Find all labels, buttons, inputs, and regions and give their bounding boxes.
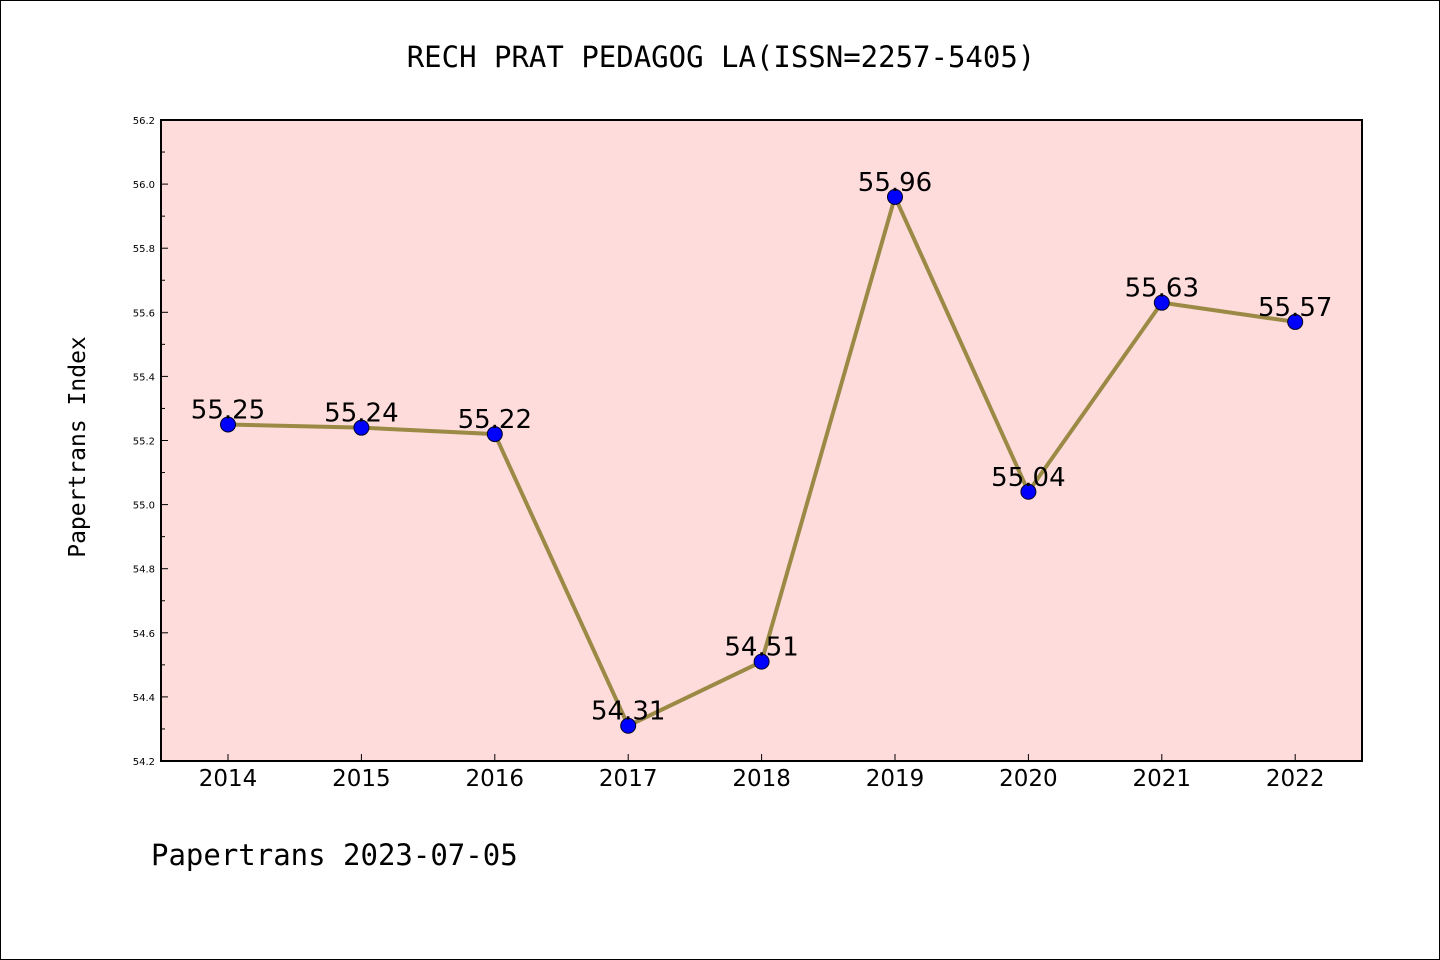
y-tick-label: 54.8 (133, 565, 155, 576)
data-point (1287, 313, 1304, 330)
y-tick-label: 56.2 (133, 116, 155, 127)
footer-date: Papertrans 2023-07-05 (151, 838, 518, 872)
y-tick-label: 54.2 (133, 757, 155, 768)
data-label: 55.04 (991, 463, 1065, 493)
data-point (753, 653, 770, 670)
data-label: 54.31 (591, 697, 665, 727)
data-point (620, 717, 637, 734)
x-tick-label: 2016 (466, 766, 525, 792)
data-point (220, 416, 236, 433)
data-point (353, 419, 370, 436)
data-point (1020, 483, 1037, 500)
y-tick-label: 54.4 (133, 693, 155, 704)
data-markers (220, 188, 1304, 734)
data-point (1153, 294, 1170, 311)
x-tick-label: 2020 (999, 766, 1058, 792)
data-label: 55.22 (458, 405, 532, 435)
chart-title: RECH PRAT PEDAGOG LA(ISSN=2257-5405) (407, 40, 1036, 74)
data-label: 55.57 (1258, 293, 1332, 323)
plot-border (160, 119, 1363, 762)
data-label: 55.24 (324, 399, 398, 429)
y-axis-label: Papertrans Index (65, 336, 91, 558)
data-label: 55.63 (1125, 274, 1199, 304)
x-tick-label: 2019 (866, 766, 925, 792)
x-tick-label: 2015 (332, 766, 391, 792)
data-labels: 55.25 55.24 55.22 54.31 54.51 55.96 55.04 55.63… (191, 168, 1333, 727)
x-tick-label: 2022 (1266, 766, 1325, 792)
y-tick-label: 56.0 (133, 180, 155, 191)
y-tick-label: 54.6 (133, 629, 155, 640)
x-tick-label: 2017 (599, 766, 658, 792)
data-label: 55.25 (191, 395, 265, 425)
y-tick-label: 55.8 (133, 244, 155, 255)
y-axis: 54.2 54.4 54.6 54.8 55.0 55.2 55.4 55.6 55.8 56.0… (133, 116, 168, 768)
data-label: 54.51 (724, 633, 798, 663)
data-point (887, 188, 903, 205)
data-point (486, 426, 503, 443)
y-tick-label: 55.6 (133, 308, 155, 319)
data-label: 55.96 (858, 168, 932, 198)
x-tick-label: 2021 (1133, 766, 1192, 792)
x-axis: 2014 2015 2016 2017 2018 2019 2020 2021 2022 (199, 754, 1325, 792)
y-tick-label: 55.2 (133, 437, 155, 448)
x-tick-label: 2014 (199, 766, 258, 792)
x-tick-label: 2018 (732, 766, 791, 792)
y-tick-label: 55.4 (133, 372, 155, 383)
y-tick-label: 55.0 (133, 501, 155, 512)
